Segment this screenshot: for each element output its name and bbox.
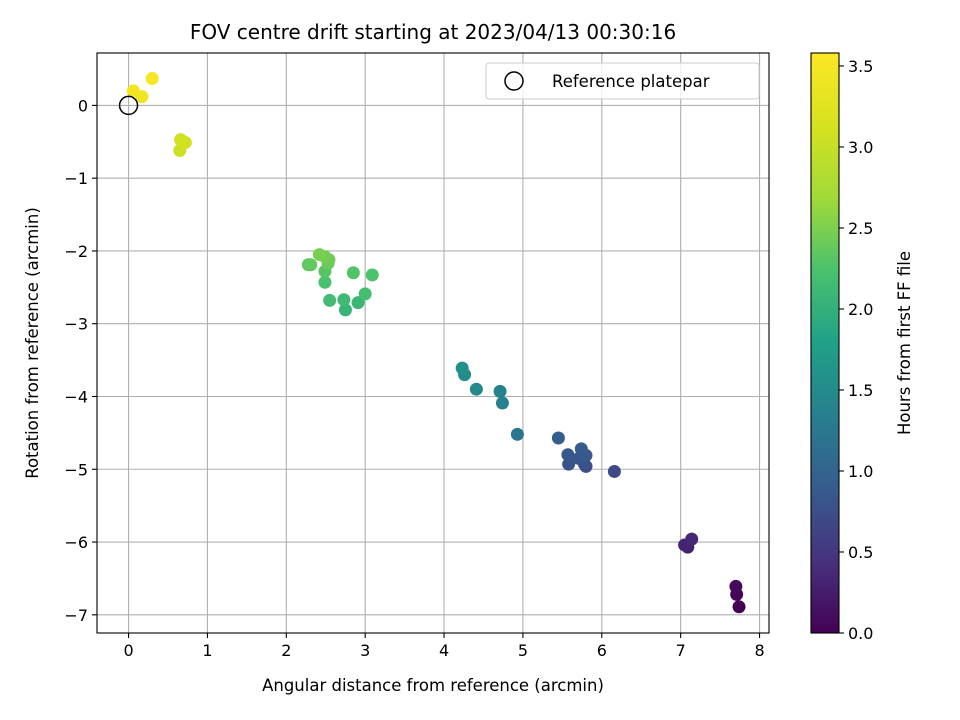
data-point xyxy=(318,275,332,289)
colorbar-tick-label: 2.0 xyxy=(848,300,873,319)
data-point xyxy=(338,303,352,317)
data-point xyxy=(574,442,588,456)
x-tick-label: 8 xyxy=(754,641,764,660)
data-point xyxy=(455,361,469,375)
y-tick-label: −5 xyxy=(64,460,88,479)
data-point xyxy=(551,431,565,445)
y-tick-label: 0 xyxy=(78,96,88,115)
data-point xyxy=(312,248,326,262)
colorbar: 0.0 0.5 1.0 1.5 2.0 2.5 3.0 3.5 Hours from firs… xyxy=(810,52,914,643)
data-point xyxy=(323,293,337,307)
x-tick-label: 5 xyxy=(518,641,528,660)
data-point xyxy=(174,133,188,147)
data-point xyxy=(126,84,140,98)
data-point xyxy=(729,579,743,593)
data-point xyxy=(145,71,159,85)
colorbar-gradient xyxy=(810,52,840,634)
y-tick-label: −4 xyxy=(64,387,88,406)
data-point xyxy=(685,532,699,546)
colorbar-tick-label: 0.5 xyxy=(848,543,873,562)
colorbar-tick-label: 1.5 xyxy=(848,381,873,400)
x-tick-label: 7 xyxy=(676,641,686,660)
x-tick-label: 0 xyxy=(123,641,133,660)
data-point xyxy=(304,258,318,272)
legend: Reference platepar xyxy=(485,62,760,100)
colorbar-tick-label: 0.0 xyxy=(848,624,873,643)
x-tick-label: 2 xyxy=(281,641,291,660)
y-tick-label: −3 xyxy=(64,315,88,334)
y-gridlines xyxy=(97,104,769,616)
colorbar-tick-label: 3.5 xyxy=(848,57,873,76)
legend-label: Reference platepar xyxy=(552,72,710,91)
y-axis-ticks: 0 −1 −2 −3 −4 −5 −6 −7 xyxy=(64,96,97,625)
data-point xyxy=(561,448,575,462)
data-point xyxy=(358,287,372,301)
reference-marker xyxy=(118,95,139,116)
x-axis-ticks: 0 1 2 3 4 5 6 7 8 xyxy=(123,633,765,660)
data-points xyxy=(126,71,746,614)
legend-box xyxy=(485,62,760,100)
data-point xyxy=(607,464,621,478)
data-point xyxy=(346,266,360,280)
plot-frame xyxy=(96,52,770,634)
data-point xyxy=(337,293,351,307)
data-point xyxy=(351,296,365,310)
chart-title: FOV centre drift starting at 2023/04/13 … xyxy=(190,20,676,44)
data-point xyxy=(495,396,509,410)
x-axis-label: Angular distance from reference (arcmin) xyxy=(262,676,604,695)
y-tick-label: −7 xyxy=(64,606,88,625)
data-point xyxy=(469,382,483,396)
colorbar-tick-label: 2.5 xyxy=(848,219,873,238)
x-tick-label: 3 xyxy=(360,641,370,660)
data-point xyxy=(732,600,746,614)
x-tick-label: 1 xyxy=(202,641,212,660)
colorbar-label: Hours from first FF file xyxy=(895,251,914,435)
data-point xyxy=(365,268,379,282)
data-point xyxy=(562,457,576,471)
y-axis-label: Rotation from reference (arcmin) xyxy=(23,207,42,479)
y-tick-label: −6 xyxy=(64,533,88,552)
colorbar-ticks: 0.0 0.5 1.0 1.5 2.0 2.5 3.0 3.5 xyxy=(839,57,873,643)
x-gridlines xyxy=(127,53,761,633)
y-tick-label: −1 xyxy=(64,169,88,188)
data-point xyxy=(510,427,524,441)
y-tick-label: −2 xyxy=(64,242,88,261)
x-tick-label: 4 xyxy=(439,641,449,660)
colorbar-tick-label: 1.0 xyxy=(848,462,873,481)
data-point xyxy=(493,384,507,398)
x-tick-label: 6 xyxy=(597,641,607,660)
legend-marker-icon xyxy=(504,71,524,91)
colorbar-tick-label: 3.0 xyxy=(848,138,873,157)
